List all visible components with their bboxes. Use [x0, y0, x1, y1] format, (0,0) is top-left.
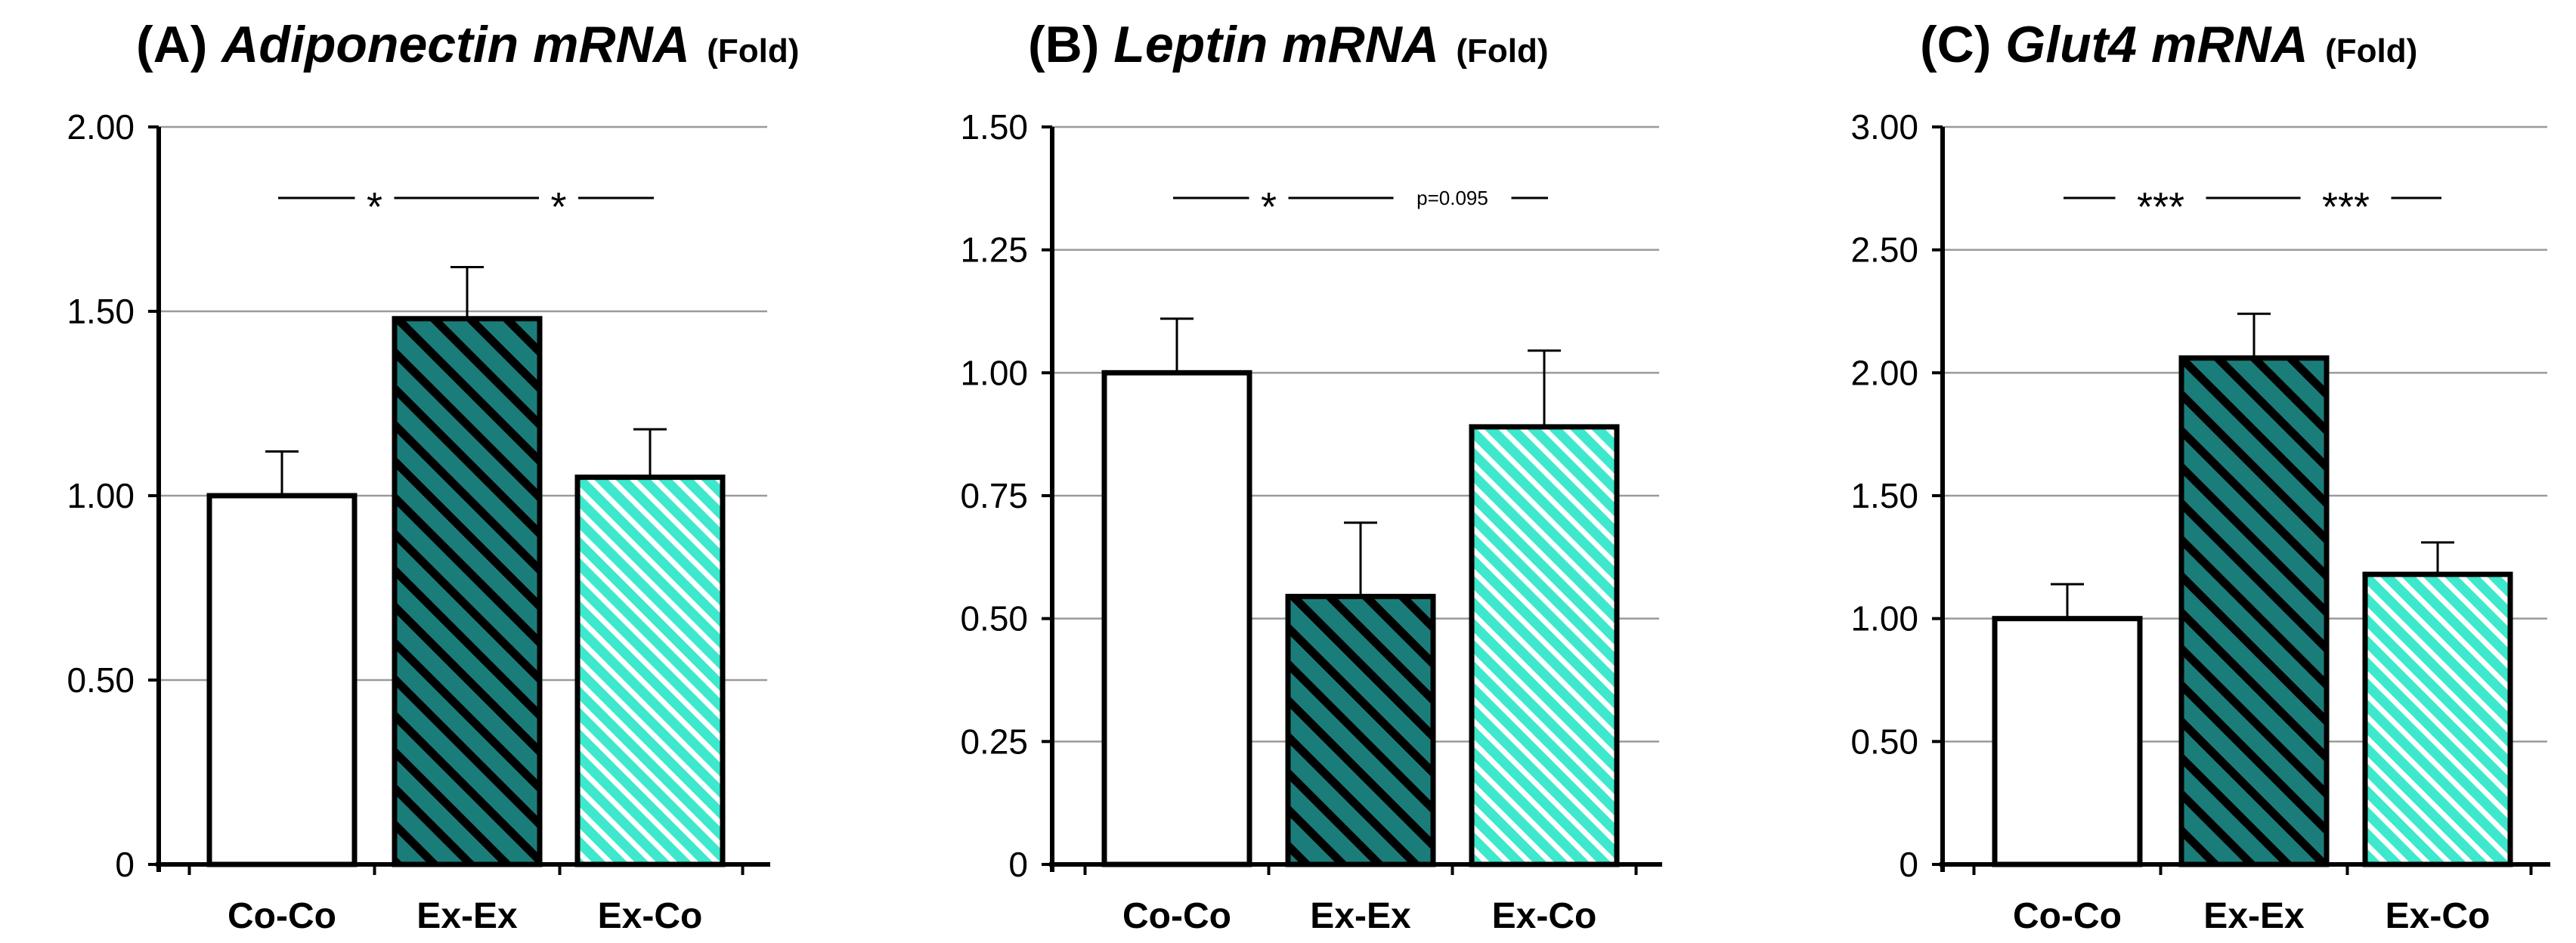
- y-tick-label: 2.00: [1850, 353, 1918, 392]
- y-tick-label: 1.00: [960, 353, 1028, 392]
- significance-label: *: [550, 184, 566, 230]
- chart-panel-a: (A) Adiponectin mRNA (Fold) 0 0.50 1.00 1.50…: [67, 16, 799, 936]
- y-tick-label: 0: [1899, 845, 1918, 884]
- y-tick-label: 1.00: [1850, 599, 1918, 638]
- x-tick-label: Co-Co: [228, 896, 336, 936]
- significance-label: p=0.095: [1416, 187, 1488, 209]
- bar-ex-co: [2362, 571, 2513, 867]
- bar-ex-ex: [392, 316, 543, 867]
- x-tick-label: Ex-Co: [1492, 896, 1597, 936]
- x-tick-label: Ex-Ex: [2203, 896, 2305, 936]
- title-gene: Adiponectin mRNA: [220, 16, 702, 73]
- x-tick-label: Ex-Ex: [416, 896, 518, 936]
- title-unit: (Fold): [707, 32, 799, 70]
- significance-label: ***: [2322, 184, 2370, 230]
- significance-label: *: [1261, 184, 1277, 230]
- x-tick-label: Co-Co: [2013, 896, 2122, 936]
- bar-co-co: [206, 493, 358, 867]
- x-tick-label: Ex-Ex: [1310, 896, 1411, 936]
- y-tick-label: 0: [1008, 845, 1028, 884]
- y-tick-label: 0.25: [960, 722, 1028, 761]
- bar-co-co: [1101, 369, 1252, 867]
- title-gene: Leptin mRNA: [1113, 16, 1451, 73]
- chart-title: (C) Glut4 mRNA (Fold): [1920, 16, 2417, 73]
- title-unit: (Fold): [1456, 32, 1548, 70]
- bar-ex-co: [1469, 424, 1620, 867]
- bar-ex-ex: [2178, 355, 2330, 867]
- chart-title: (A) Adiponectin mRNA (Fold): [136, 16, 799, 73]
- bar-ex-ex: [1285, 593, 1436, 867]
- y-tick-label: 0.50: [1850, 722, 1918, 761]
- y-tick-label: 1.50: [960, 107, 1028, 147]
- y-tick-label: 1.25: [960, 230, 1028, 270]
- chart-panel-b: (B) Leptin mRNA (Fold) 0 0.25 0.50 0.75 1.00 1…: [960, 16, 1662, 936]
- y-tick-label: 1.50: [67, 292, 135, 331]
- x-tick-label: Co-Co: [1122, 896, 1231, 936]
- chart-panel-c: (C) Glut4 mRNA (Fold) 0 0.50 1.00 1.50 2.00 2.…: [1850, 16, 2550, 936]
- y-tick-label: 1.50: [1850, 476, 1918, 515]
- bar-ex-co: [574, 475, 726, 867]
- x-tick-label: Ex-Co: [598, 896, 703, 936]
- title-prefix: (A): [136, 16, 221, 73]
- y-tick-label: 0.50: [960, 599, 1028, 638]
- x-tick-label: Ex-Co: [2386, 896, 2491, 936]
- title-prefix: (C): [1920, 16, 2005, 73]
- significance-label: ***: [2137, 184, 2184, 230]
- title-prefix: (B): [1028, 16, 1113, 73]
- title-gene: Glut4 mRNA: [2005, 16, 2321, 73]
- y-tick-label: 0: [115, 845, 135, 884]
- y-tick-label: 0.50: [67, 660, 135, 700]
- y-tick-label: 3.00: [1850, 107, 1918, 147]
- y-tick-label: 1.00: [67, 476, 135, 515]
- y-tick-label: 0.75: [960, 476, 1028, 515]
- significance-label: *: [367, 184, 382, 230]
- bar-co-co: [1992, 616, 2143, 867]
- y-tick-label: 2.50: [1850, 230, 1918, 270]
- title-unit: (Fold): [2325, 32, 2417, 70]
- chart-title: (B) Leptin mRNA (Fold): [1028, 16, 1548, 73]
- y-tick-label: 2.00: [67, 107, 135, 147]
